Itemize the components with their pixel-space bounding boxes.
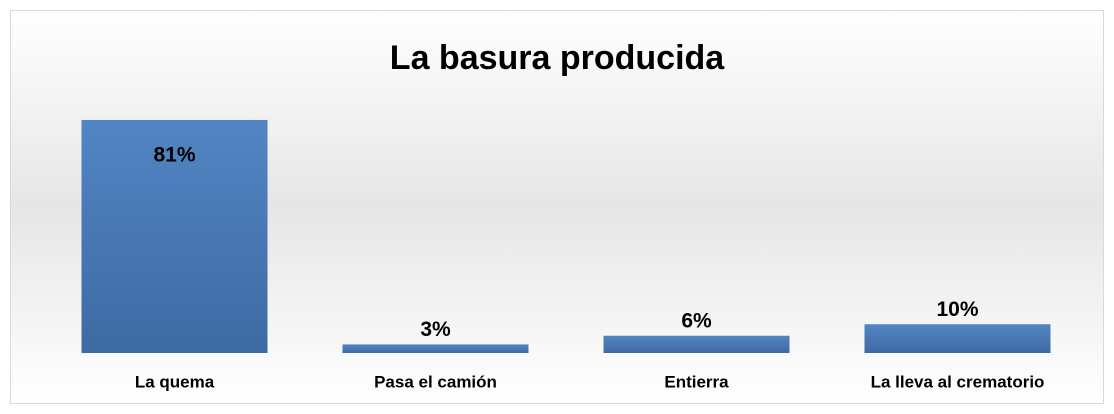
bar bbox=[81, 119, 268, 353]
x-tick-label: Pasa el camión bbox=[374, 372, 497, 391]
x-tick-label: La lleva al crematorio bbox=[871, 372, 1045, 391]
chart-title: La basura producida bbox=[390, 39, 725, 77]
value-label: 6% bbox=[681, 309, 712, 332]
x-tick-label: La quema bbox=[135, 372, 215, 391]
bar bbox=[342, 344, 529, 353]
bar bbox=[864, 324, 1051, 353]
value-label: 3% bbox=[420, 318, 451, 341]
value-label: 81% bbox=[153, 144, 195, 167]
bar bbox=[603, 335, 790, 353]
x-tick-label: Entierra bbox=[664, 372, 729, 391]
value-label: 10% bbox=[936, 298, 978, 321]
